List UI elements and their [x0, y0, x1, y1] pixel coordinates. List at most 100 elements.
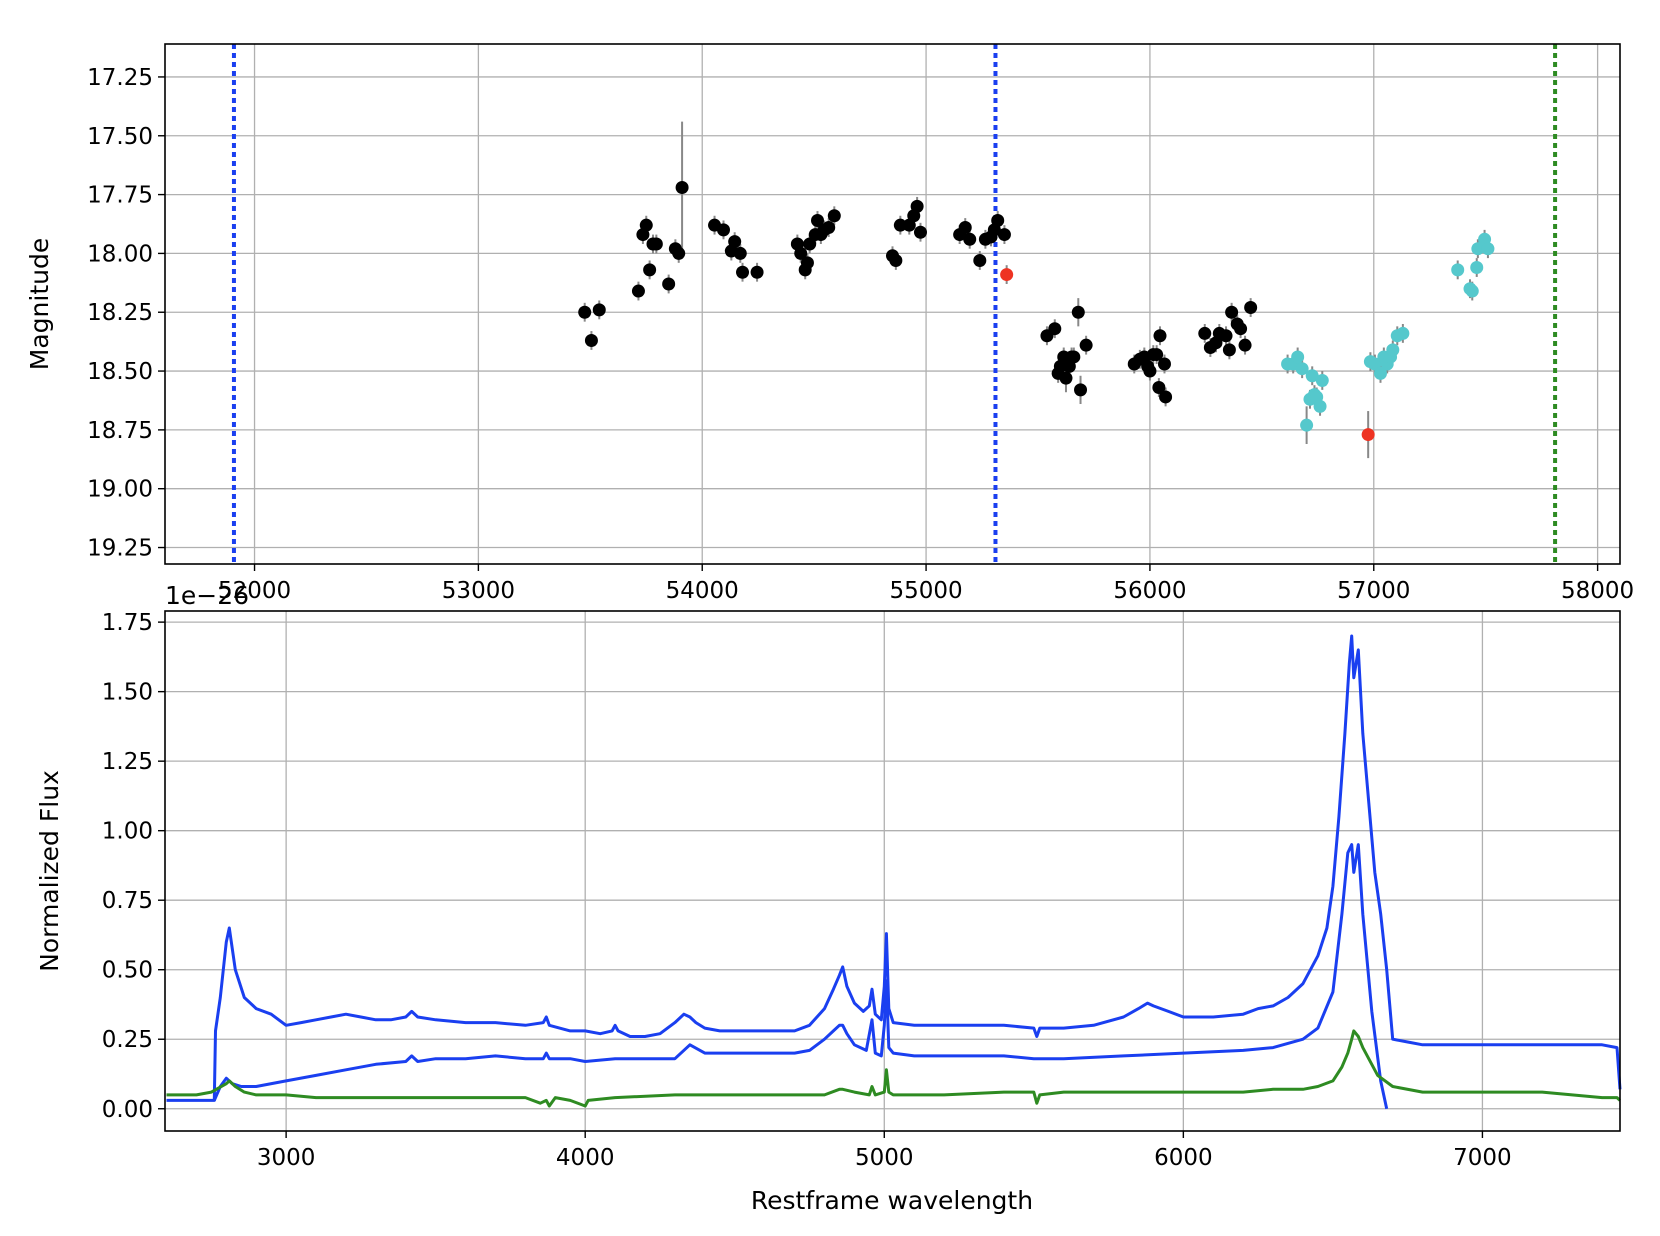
data-point-cyan — [1481, 242, 1495, 256]
spectra-frame — [164, 610, 1621, 1132]
light-curve-y-label: Magnitude — [25, 238, 54, 370]
data-point-black — [728, 235, 742, 249]
data-point-black — [643, 263, 657, 277]
data-point-black — [578, 305, 592, 319]
data-point-cyan — [1396, 326, 1410, 340]
data-point-black — [1159, 390, 1173, 404]
y-tick-label: 0.75 — [102, 888, 153, 914]
data-point-black — [592, 303, 606, 317]
data-point-black — [1079, 338, 1093, 352]
data-point-black — [800, 256, 814, 270]
data-point-black — [736, 265, 750, 279]
data-point-black — [733, 246, 747, 260]
data-point-black — [794, 246, 808, 260]
data-point-cyan — [1471, 242, 1485, 256]
data-point-cyan — [1470, 261, 1484, 275]
data-point-black — [1143, 364, 1157, 378]
data-point-cyan — [1451, 263, 1465, 277]
spectrum-line-0 — [166, 634, 1622, 1102]
x-tick-label: 5000 — [855, 1145, 914, 1171]
data-point-cyan — [1291, 350, 1305, 364]
spectrum-line-1 — [212, 843, 1389, 1110]
y-tick-label: 17.25 — [87, 65, 153, 91]
spectra-y-label: Normalized Flux — [35, 770, 64, 972]
data-point-black — [1071, 305, 1085, 319]
data-point-black — [639, 218, 653, 232]
light-curve-frame — [164, 43, 1621, 565]
light-curve-points — [578, 121, 1495, 459]
data-point-cyan — [1315, 373, 1329, 387]
data-point-black — [913, 225, 927, 239]
y-tick-label: 1.00 — [102, 819, 153, 845]
spectra-x-ticks: 3000 4000 5000 6000 7000 — [257, 1131, 1512, 1171]
data-point-red — [1000, 268, 1014, 282]
x-tick-label: 56000 — [1113, 578, 1186, 604]
data-point-black — [822, 221, 836, 235]
data-point-cyan — [1300, 418, 1314, 432]
x-offset-label: 1e−26 — [165, 581, 249, 610]
x-tick-label: 58000 — [1561, 578, 1634, 604]
data-point-black — [1157, 357, 1171, 371]
data-point-black — [1048, 322, 1062, 336]
data-point-black — [1153, 329, 1167, 343]
data-point-black — [1234, 322, 1248, 336]
y-tick-label: 0.25 — [102, 1027, 153, 1053]
data-point-black — [958, 221, 972, 235]
y-tick-label: 1.25 — [102, 749, 153, 775]
data-point-black — [889, 253, 903, 267]
y-tick-label: 17.50 — [87, 124, 153, 150]
data-point-black — [963, 232, 977, 246]
data-point-black — [631, 284, 645, 298]
y-tick-label: 17.75 — [87, 183, 153, 209]
spectra-lines — [166, 634, 1622, 1110]
x-tick-label: 7000 — [1453, 1145, 1512, 1171]
data-point-black — [893, 218, 907, 232]
data-point-black — [649, 237, 663, 251]
data-point-black — [662, 277, 676, 291]
data-point-black — [1152, 381, 1166, 395]
data-point-black — [1238, 338, 1252, 352]
data-point-cyan — [1295, 362, 1309, 376]
data-point-black — [811, 213, 825, 227]
x-tick-label: 54000 — [666, 578, 739, 604]
data-point-cyan — [1313, 399, 1327, 413]
spectra-panel: 3000 4000 5000 6000 7000 0.00 0.25 0.50 0.75 1.0… — [35, 610, 1622, 1215]
data-point-cyan — [1465, 284, 1479, 298]
data-point-cyan — [1373, 366, 1387, 380]
y-tick-label: 18.00 — [87, 241, 153, 267]
data-point-black — [750, 265, 764, 279]
data-point-cyan — [1305, 369, 1319, 383]
data-point-black — [716, 223, 730, 237]
data-point-black — [1198, 326, 1212, 340]
data-point-black — [997, 228, 1011, 242]
spectra-x-label: Restframe wavelength — [751, 1186, 1033, 1215]
data-point-cyan — [1368, 357, 1382, 371]
data-point-black — [1219, 329, 1233, 343]
data-point-black — [672, 246, 686, 260]
spectra-grid — [165, 611, 1620, 1131]
data-point-red — [1361, 428, 1375, 442]
data-point-black — [1244, 301, 1258, 315]
light-curve-panel: 52000 53000 54000 55000 56000 57000 58000 17.2… — [25, 43, 1634, 610]
data-point-black — [675, 181, 689, 195]
y-tick-label: 18.25 — [87, 300, 153, 326]
light-curve-grid — [165, 44, 1620, 564]
x-tick-label: 4000 — [556, 1145, 615, 1171]
y-tick-label: 1.75 — [102, 610, 153, 636]
data-point-black — [973, 253, 987, 267]
data-point-black — [584, 333, 598, 347]
data-point-black — [910, 199, 924, 213]
y-tick-label: 19.25 — [87, 536, 153, 562]
y-tick-label: 18.75 — [87, 418, 153, 444]
y-tick-label: 19.00 — [87, 477, 153, 503]
spectrum-line-2 — [166, 1029, 1622, 1108]
data-point-black — [1222, 343, 1236, 357]
light-curve-y-ticks: 17.25 17.50 17.75 18.00 18.25 18.50 18.75 19.00… — [87, 65, 165, 562]
data-point-black — [1059, 371, 1073, 385]
data-point-black — [1074, 383, 1088, 397]
x-tick-label: 52000 — [218, 578, 291, 604]
y-tick-label: 1.50 — [102, 680, 153, 706]
y-tick-label: 18.50 — [87, 359, 153, 385]
data-point-cyan — [1386, 343, 1400, 357]
